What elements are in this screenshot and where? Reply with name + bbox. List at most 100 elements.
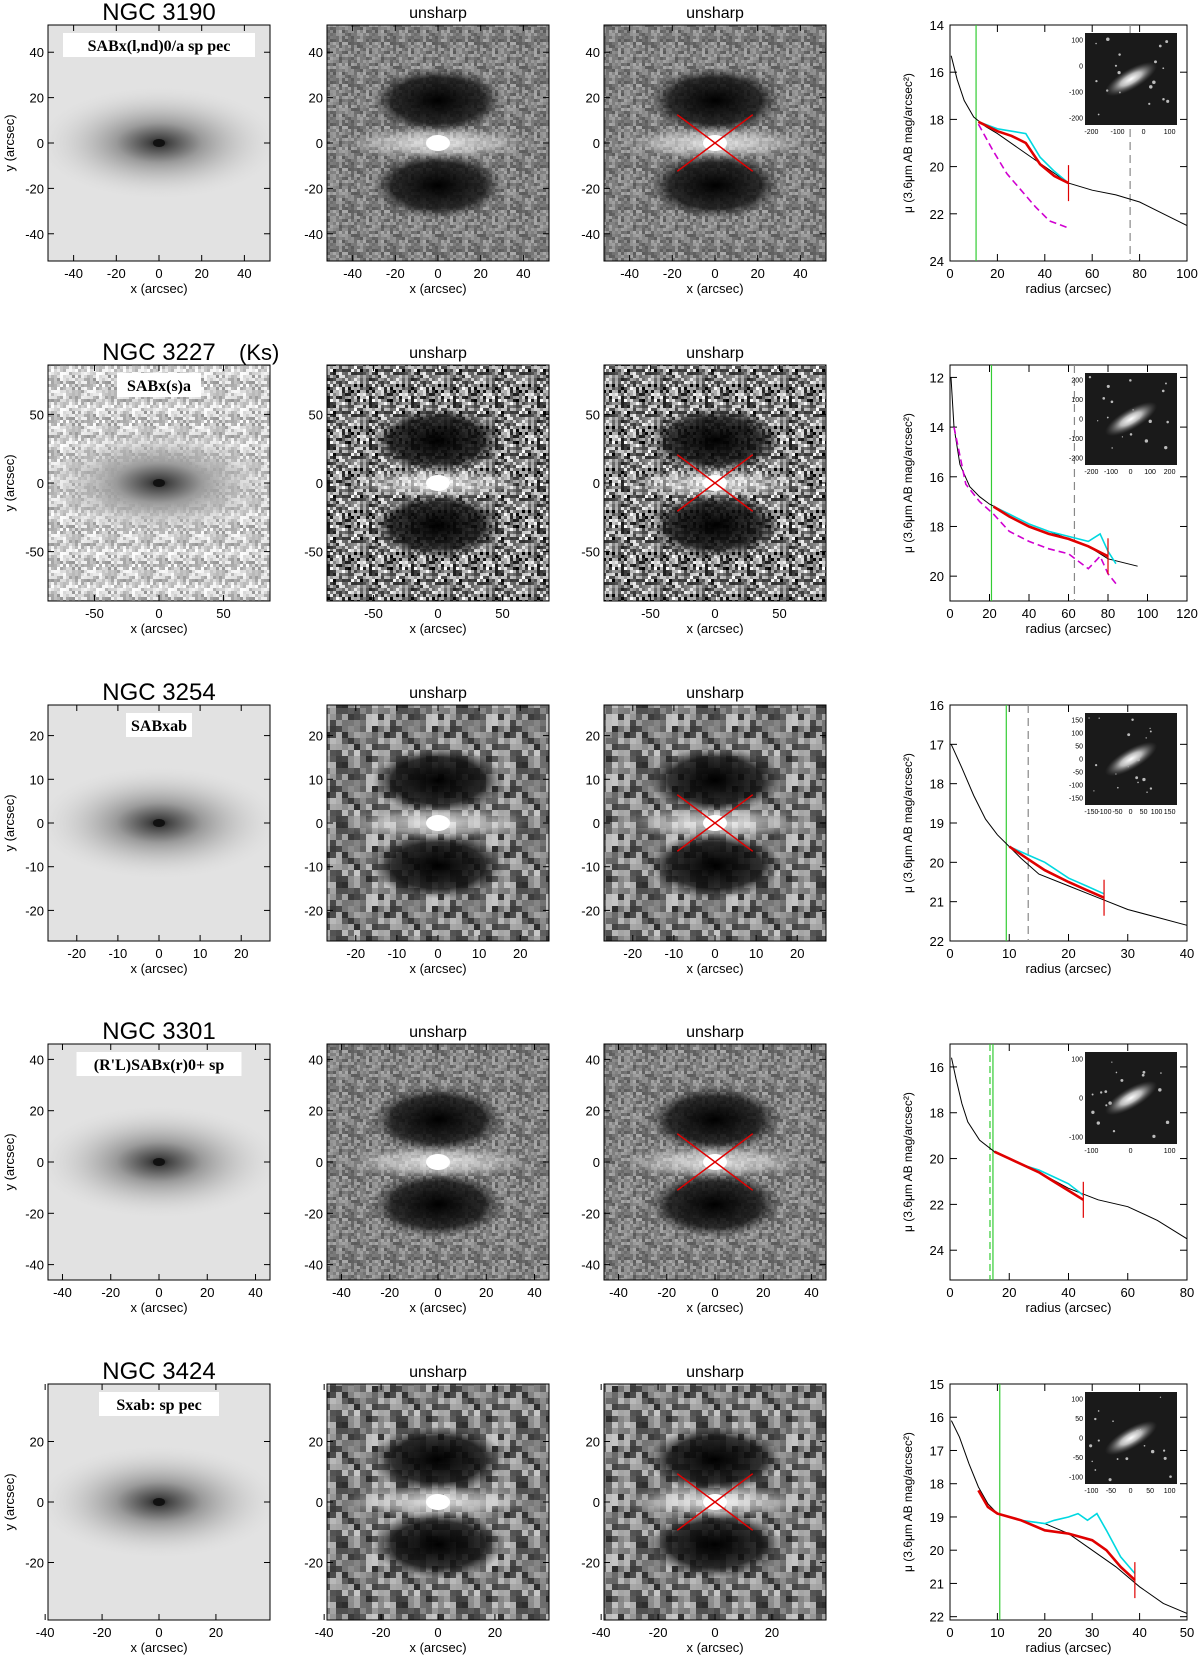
x-axis-label: x (arcsec) xyxy=(130,1640,187,1655)
inset-star xyxy=(1114,64,1118,67)
inset-star xyxy=(1112,1420,1114,1423)
x-tick-label: 20 xyxy=(1002,1285,1016,1300)
unsharp-mask-image-with-x: -40 -20 0 20 40 40 20 0 -20 -40 x (arcsec) unsharp xyxy=(581,5,827,296)
x-tick-label: 0 xyxy=(434,1625,441,1640)
x-tick-label: 0 xyxy=(946,1625,953,1640)
x-tick-label: -40 xyxy=(315,1625,334,1640)
inset-y-tick-label: 0 xyxy=(1079,757,1083,764)
y-tick-label: 18 xyxy=(930,112,944,127)
x-tick-label: 80 xyxy=(1101,606,1115,621)
inset-star xyxy=(1097,1410,1100,1412)
y-tick-label: 22 xyxy=(930,934,944,949)
row-2: -50 0 50 50 0 -50 x (arcsec) y (arcsec) NGC 3227… xyxy=(2,339,1198,636)
x-tick-label: 0 xyxy=(155,1625,162,1640)
inset-star xyxy=(1097,1439,1100,1442)
y-tick-label: 20 xyxy=(309,1104,323,1119)
inset-star xyxy=(1120,1078,1124,1082)
inset-star xyxy=(1091,1460,1093,1463)
y-tick-label: 10 xyxy=(586,772,600,787)
y-tick-label: 0 xyxy=(316,476,323,491)
unsharp-mask-image-with-x: -40 -20 0 20 40 40 20 0 -20 -40 x (arcsec) unsharp xyxy=(581,1024,827,1315)
x-tick-label: 20 xyxy=(513,946,527,961)
inset-x-tick-label: -150 xyxy=(1084,809,1098,816)
inset-star xyxy=(1094,764,1098,767)
x-tick-label: -20 xyxy=(372,1625,391,1640)
inset-star xyxy=(1141,1073,1145,1077)
profile-line-red xyxy=(992,505,1109,558)
inset-star xyxy=(1149,85,1153,89)
y-tick-label: 20 xyxy=(309,729,323,744)
panel-title-unsharp: unsharp xyxy=(686,1024,744,1041)
inset-star xyxy=(1106,37,1110,41)
x-tick-label: 80 xyxy=(1180,1285,1194,1300)
inset-y-tick-label: 50 xyxy=(1075,744,1083,751)
inset-y-tick-label: -100 xyxy=(1069,1475,1083,1482)
y-tick-label: 20 xyxy=(586,729,600,744)
y-axis-label: y (arcsec) xyxy=(2,794,17,851)
x-tick-label: -40 xyxy=(64,266,83,281)
x-tick-label: 40 xyxy=(1061,1285,1075,1300)
inset-star xyxy=(1089,1444,1093,1448)
x-axis-label: x (arcsec) xyxy=(686,1300,743,1315)
galaxy-name: NGC 3227 xyxy=(102,339,215,366)
galaxy-image: -40 -20 0 20 40 40 20 0 -20 -40 x (arcsec) y (arcse… xyxy=(2,1018,271,1315)
x-tick-label: 20 xyxy=(200,1285,214,1300)
x-axis-label: x (arcsec) xyxy=(409,1640,466,1655)
x-tick-label: -40 xyxy=(620,266,639,281)
x-axis-label: radius (arcsec) xyxy=(1026,281,1112,296)
panel-title-unsharp: unsharp xyxy=(409,685,467,702)
y-tick-label: 40 xyxy=(30,1052,44,1067)
y-tick-label: -20 xyxy=(581,181,600,196)
unsharp-mask-image-with-x: -20 -10 0 10 20 20 10 0 -10 -20 x (arcsec) unsharp xyxy=(581,685,827,976)
x-tick-label: -20 xyxy=(380,1285,399,1300)
inset-y-tick-label: 200 xyxy=(1071,377,1083,384)
inset-star xyxy=(1094,1417,1097,1421)
inset-y-tick-label: 50 xyxy=(1075,1416,1083,1423)
y-tick-label: 20 xyxy=(309,91,323,106)
surface-brightness-profile: 0 10 20 30 40 16 17 18 19 20 21 22 radius (arcsec) μ … xyxy=(901,698,1194,976)
inset-y-tick-label: -50 xyxy=(1073,770,1083,777)
y-tick-label: 0 xyxy=(593,476,600,491)
inset-y-tick-label: -150 xyxy=(1069,796,1083,803)
morphological-classification: SABx(l,nd)0/a sp pec xyxy=(88,38,231,55)
inset-star xyxy=(1116,1458,1119,1460)
y-tick-label: 14 xyxy=(930,420,944,435)
galaxy-name: NGC 3190 xyxy=(102,0,215,26)
y-axis-label: μ (3.6μm AB mag/arcsec²) xyxy=(901,73,915,213)
x-tick-label: 20 xyxy=(765,1625,779,1640)
inset-star xyxy=(1108,1478,1112,1482)
x-tick-label: 20 xyxy=(790,946,804,961)
inset-star xyxy=(1143,1444,1146,1447)
x-axis-label: radius (arcsec) xyxy=(1026,1300,1112,1315)
x-tick-label: 20 xyxy=(194,266,208,281)
x-tick-label: 100 xyxy=(1176,266,1198,281)
inset-star xyxy=(1159,1396,1162,1398)
inset-star xyxy=(1121,436,1124,438)
y-tick-label: 18 xyxy=(930,519,944,534)
inset-x-tick-label: -100 xyxy=(1084,1488,1098,1495)
y-tick-label: -40 xyxy=(581,227,600,242)
x-tick-label: -40 xyxy=(332,1285,351,1300)
y-tick-label: 18 xyxy=(930,777,944,792)
inset-star xyxy=(1098,717,1100,719)
inset-star xyxy=(1142,1070,1146,1074)
inset-y-tick-label: 100 xyxy=(1071,397,1083,404)
x-tick-label: -20 xyxy=(649,1625,668,1640)
inset-x-tick-label: 50 xyxy=(1140,809,1148,816)
inset-x-tick-label: -100 xyxy=(1084,1148,1098,1155)
inset-star xyxy=(1165,40,1169,44)
y-tick-label: 40 xyxy=(309,1052,323,1067)
y-tick-label: 22 xyxy=(930,1610,944,1625)
inset-y-tick-label: 0 xyxy=(1079,417,1083,424)
x-tick-label: 100 xyxy=(1137,606,1159,621)
x-tick-label: -20 xyxy=(107,266,126,281)
y-tick-label: 0 xyxy=(316,136,323,151)
profile-line-black xyxy=(950,55,1188,227)
y-tick-label: 20 xyxy=(586,91,600,106)
x-tick-label: 30 xyxy=(1121,946,1135,961)
y-tick-label: 0 xyxy=(593,136,600,151)
classification-box xyxy=(99,1392,219,1416)
y-tick-label: 40 xyxy=(309,45,323,60)
